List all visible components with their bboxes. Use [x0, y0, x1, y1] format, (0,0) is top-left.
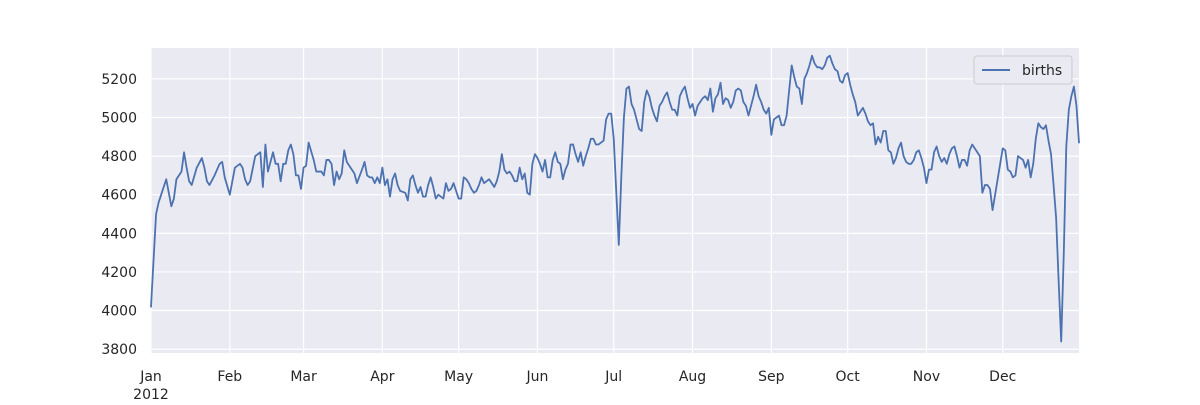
x-tick-label: Jan — [139, 369, 162, 385]
y-tick-label: 5000 — [101, 110, 137, 126]
y-tick-label: 4800 — [101, 149, 137, 165]
x-tick-label: May — [444, 369, 473, 385]
legend: births — [973, 55, 1073, 85]
series-line-births — [150, 54, 1080, 343]
x-tick-label: Mar — [290, 369, 317, 385]
x-tick-label: Nov — [913, 369, 940, 385]
y-tick-label: 4600 — [101, 188, 137, 204]
x-tick-label: Jun — [526, 369, 549, 385]
legend-label-births: births — [1022, 63, 1062, 79]
x-tick-label: Aug — [679, 369, 706, 385]
x-tick-label: Dec — [989, 369, 1016, 385]
y-tick-label: 4200 — [101, 265, 137, 281]
plot-background — [151, 48, 1079, 353]
legend-box — [973, 55, 1073, 85]
series-layer — [150, 54, 1080, 343]
x-tick-label: Feb — [217, 369, 242, 385]
x-tick-label: Jul — [604, 369, 622, 385]
x-year-label: 2012 — [133, 387, 169, 400]
y-tick-label: 3800 — [101, 342, 137, 358]
axis-ticks: Jan Feb Mar Apr May Jun Jul Aug Sep Oct Nov Dec 2012… — [101, 72, 1016, 403]
y-tick-label: 5200 — [101, 72, 137, 88]
y-tick-label: 4400 — [101, 226, 137, 242]
x-tick-label: Sep — [758, 369, 785, 385]
y-tick-label: 4000 — [101, 304, 137, 320]
x-tick-label: Apr — [370, 369, 394, 385]
x-tick-label: Oct — [836, 369, 861, 385]
